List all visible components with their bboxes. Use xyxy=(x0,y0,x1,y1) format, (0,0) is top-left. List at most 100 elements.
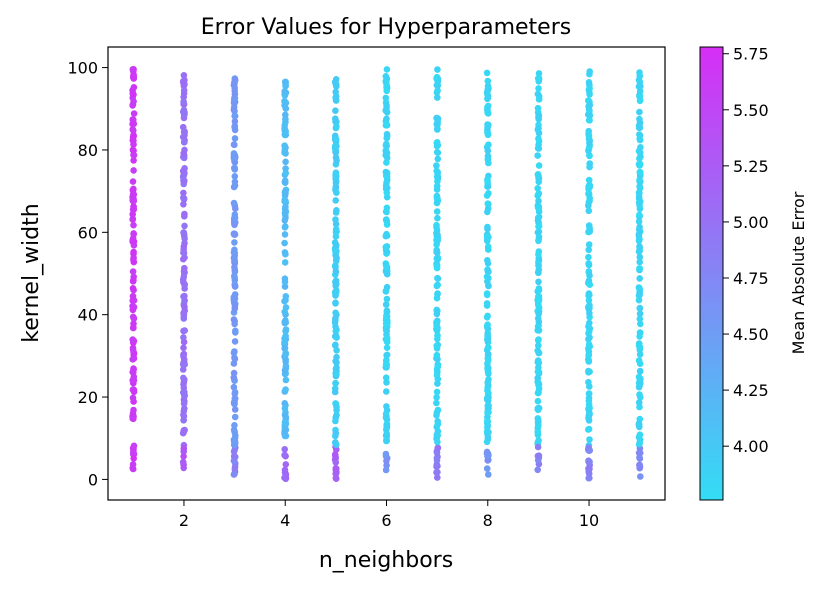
data-point xyxy=(534,337,542,344)
data-point xyxy=(231,338,239,345)
data-point xyxy=(485,159,492,167)
data-point xyxy=(281,451,289,459)
y-tick-label: 40 xyxy=(78,306,98,325)
data-point xyxy=(231,135,239,142)
data-point xyxy=(433,224,440,231)
data-point xyxy=(484,94,492,102)
data-point xyxy=(332,197,340,204)
data-point xyxy=(130,324,137,331)
data-point xyxy=(635,218,643,225)
data-point xyxy=(231,355,239,363)
data-point xyxy=(383,379,390,386)
data-point xyxy=(332,277,340,285)
data-point xyxy=(483,314,491,321)
data-point xyxy=(282,332,289,340)
data-point xyxy=(181,222,188,230)
data-point xyxy=(129,356,136,363)
data-point xyxy=(382,316,390,324)
data-point xyxy=(230,295,238,303)
colorbar-tick-label: 4.25 xyxy=(733,381,769,400)
data-point xyxy=(484,452,492,460)
data-point xyxy=(383,308,391,316)
data-point xyxy=(332,88,340,96)
data-point xyxy=(585,260,592,267)
data-point xyxy=(231,84,238,92)
data-point xyxy=(382,374,390,382)
data-point xyxy=(534,185,541,192)
data-point xyxy=(534,428,541,436)
data-point xyxy=(130,98,137,105)
data-point xyxy=(382,301,390,308)
data-point xyxy=(383,102,390,109)
data-point xyxy=(535,112,542,120)
y-tick-label: 20 xyxy=(78,388,98,407)
data-point xyxy=(535,204,543,212)
data-point xyxy=(332,380,339,387)
data-point xyxy=(129,268,137,275)
data-point xyxy=(130,314,137,322)
data-point xyxy=(333,403,340,411)
data-point xyxy=(585,356,592,363)
data-point xyxy=(281,127,289,134)
data-point xyxy=(282,319,290,327)
data-point xyxy=(231,283,239,290)
data-point xyxy=(332,299,339,307)
data-point xyxy=(636,315,644,323)
data-point xyxy=(130,369,137,376)
data-point xyxy=(636,92,644,100)
data-point xyxy=(231,390,239,398)
data-point xyxy=(484,384,491,392)
data-point xyxy=(586,68,593,75)
data-point xyxy=(231,274,238,282)
data-point xyxy=(485,409,492,416)
data-point xyxy=(484,200,492,207)
data-point xyxy=(585,241,593,248)
data-point xyxy=(382,414,390,421)
y-tick-label: 100 xyxy=(67,59,98,78)
data-point xyxy=(433,432,441,440)
y-tick-label: 80 xyxy=(78,141,98,160)
data-point xyxy=(534,368,542,376)
data-point xyxy=(230,369,238,377)
data-point xyxy=(434,126,441,133)
data-point xyxy=(535,175,543,182)
data-point xyxy=(636,253,644,261)
data-point xyxy=(281,217,289,224)
data-point xyxy=(433,194,441,201)
data-point xyxy=(230,452,238,460)
data-point xyxy=(636,198,644,205)
data-point xyxy=(129,146,137,154)
data-point xyxy=(231,395,239,402)
data-point xyxy=(434,324,441,332)
data-point xyxy=(181,76,188,84)
data-point xyxy=(534,269,542,276)
data-point xyxy=(534,397,542,405)
data-point xyxy=(535,145,542,152)
data-point xyxy=(281,179,289,186)
data-point xyxy=(281,78,289,86)
data-point xyxy=(535,190,543,197)
data-point xyxy=(129,336,136,343)
data-point xyxy=(230,199,238,207)
colorbar-label: Mean Absolute Error xyxy=(789,191,808,354)
data-point xyxy=(281,283,289,290)
data-point xyxy=(180,189,187,197)
data-point xyxy=(383,66,391,73)
data-point xyxy=(281,419,289,426)
data-point xyxy=(231,463,239,471)
data-point xyxy=(282,358,290,366)
data-point xyxy=(485,471,492,478)
data-point xyxy=(180,149,187,157)
data-point xyxy=(636,108,643,116)
data-point xyxy=(434,362,442,370)
data-point xyxy=(333,189,340,196)
data-point xyxy=(130,151,138,159)
data-point xyxy=(585,191,593,198)
data-point xyxy=(586,409,593,416)
data-point xyxy=(129,394,137,402)
data-point xyxy=(636,333,643,340)
data-point xyxy=(534,327,541,334)
data-point xyxy=(333,465,340,473)
data-point xyxy=(332,315,339,322)
data-point xyxy=(433,351,441,359)
